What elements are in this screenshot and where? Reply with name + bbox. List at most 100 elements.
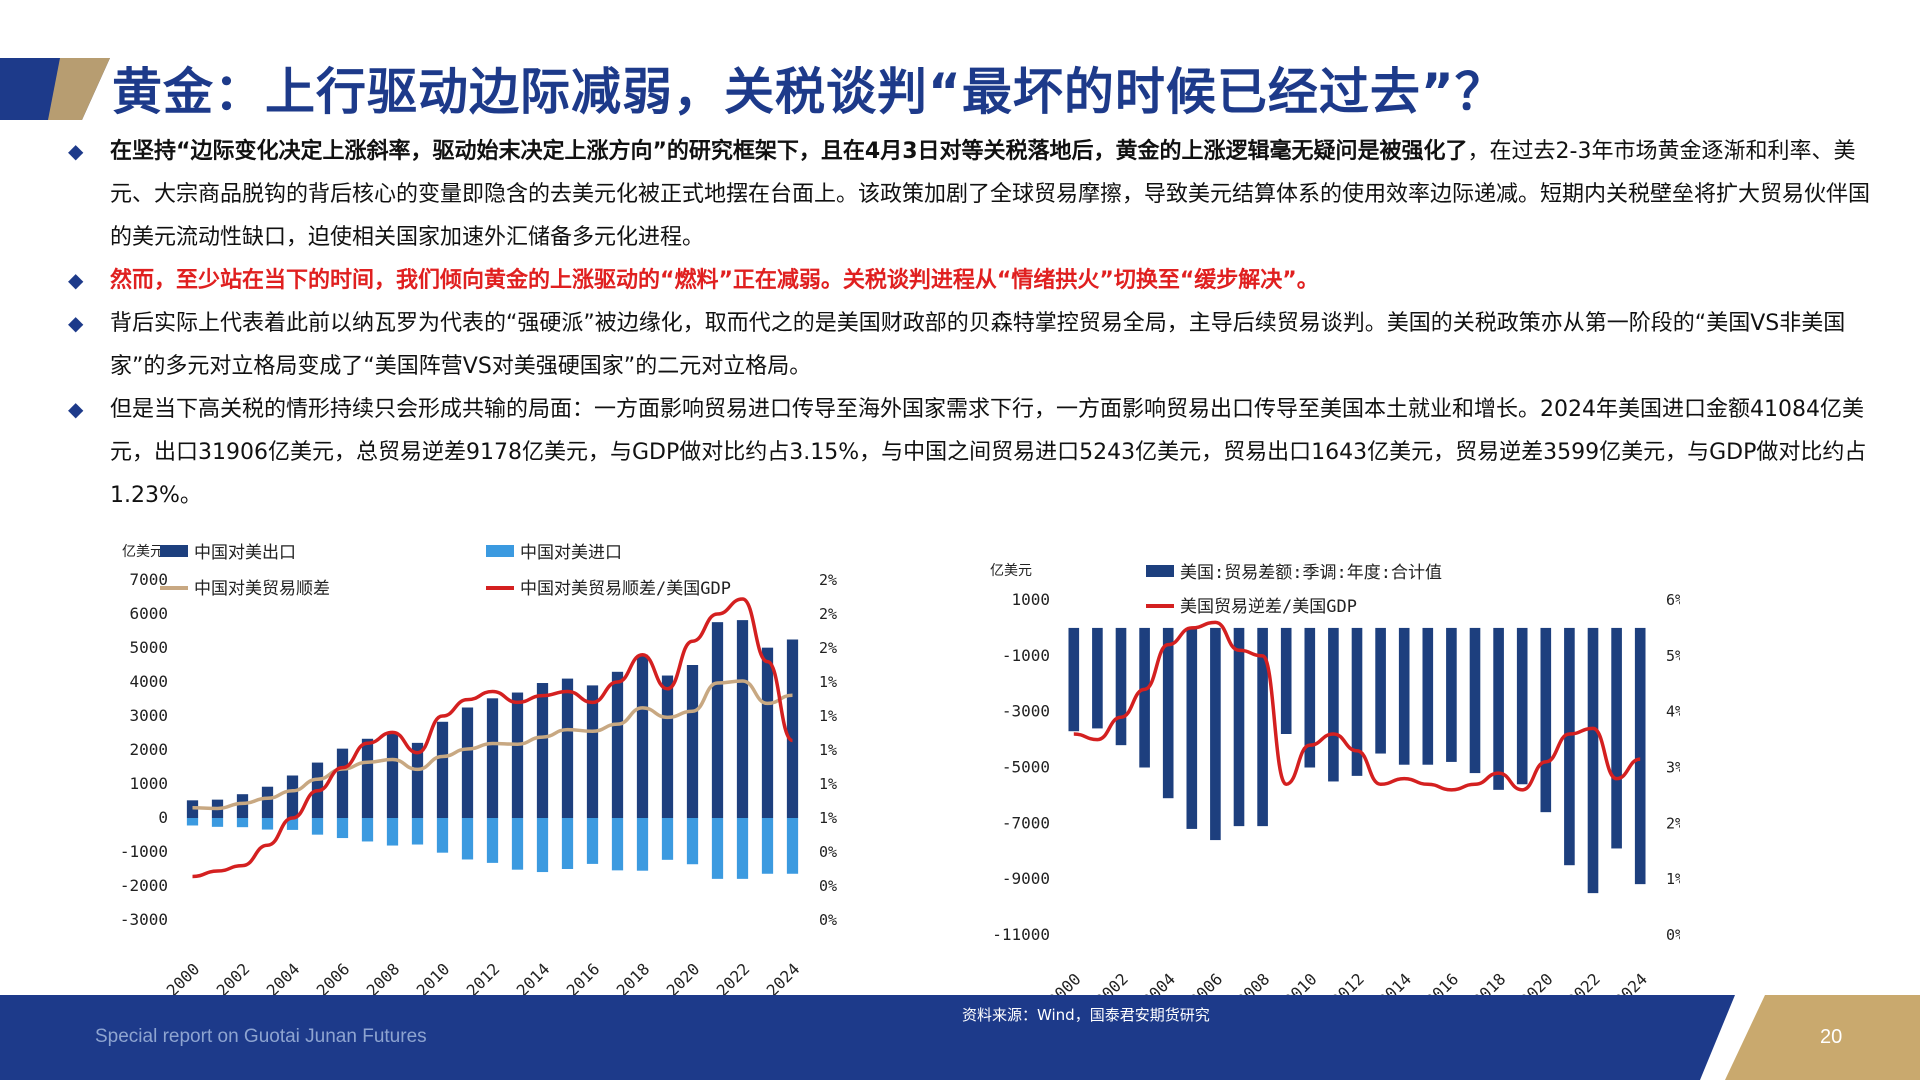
y2-tick-label: 0% [1666,926,1680,944]
y2-tick-label: 1% [819,775,837,793]
y-tick-label: -9000 [1002,869,1050,888]
y2-tick-label: 2% [819,639,837,657]
bar-1-0 [1186,627,1198,829]
bar-0-1 [261,818,274,830]
y2-tick-label: 0% [819,877,837,895]
legend-swatch [160,545,188,557]
y2-tick-label: 2% [819,605,837,623]
series-line-0-0 [192,679,793,811]
bar-1-0 [1634,627,1646,885]
x-tick-label: 2018 [613,959,654,1000]
y-tick-label: 2000 [129,740,168,759]
bar-0-1 [636,818,649,871]
bar-0-0 [536,683,549,818]
bar-1-0 [1375,627,1386,754]
footer-band [0,995,1920,1080]
y2-tick-label: 0% [819,911,837,929]
bar-1-0 [1422,627,1434,765]
y2-tick-label: 1% [819,707,837,725]
bullet-list: ◆ 在坚持“边际变化决定上涨斜率，驱动始末决定上涨方向”的研究框架下，且在4月3日… [64,130,1884,517]
x-tick-label: 2016 [563,959,604,1000]
y-tick-label: -3000 [1002,702,1050,721]
x-tick-label: 2006 [313,959,354,1000]
legend-label: 美国:贸易差额:季调:年度:合计值 [1180,563,1442,583]
y-tick-label: -7000 [1002,813,1050,832]
title-ornament [0,58,110,120]
diamond-bullet-icon: ◆ [68,311,84,335]
legend-swatch [1146,565,1174,577]
bar-0-0 [286,775,299,818]
y-tick-label: -1000 [120,842,168,861]
bar-0-1 [511,818,524,870]
x-tick-label: 2014 [513,959,554,1000]
y-tick-label: -11000 [992,925,1050,944]
x-tick-label: 2004 [263,959,304,1000]
bar-0-1 [311,818,324,835]
bar-1-0 [1092,627,1103,729]
y-tick-label: 0 [158,808,168,827]
bullet-text: 但是当下高关税的情形持续只会形成共输的局面：一方面影响贸易进口传导至海外国家需求… [110,397,1867,508]
bar-0-0 [436,721,449,818]
bar-1-0 [1115,627,1127,746]
bar-0-0 [486,698,499,818]
bar-0-1 [236,818,249,828]
y2-tick-label: 2% [819,571,837,589]
bar-0-1 [486,818,499,863]
bar-1-0 [1611,627,1622,849]
y-tick-label: 7000 [129,570,168,589]
bar-1-0 [1469,627,1481,774]
y2-tick-label: 3% [1666,759,1680,777]
legend-label: 中国对美贸易顺差/美国GDP [520,579,731,599]
footer-text: Special report on Guotai Junan Futures [95,1026,427,1047]
bar-0-0 [686,665,699,818]
series-line-0-1 [192,597,794,879]
bar-0-0 [236,794,249,818]
bullet-item: ◆ 在坚持“边际变化决定上涨斜率，驱动始末决定上涨方向”的研究框架下，且在4月3日… [64,130,1884,259]
bar-0-1 [411,818,424,845]
diamond-bullet-icon: ◆ [68,268,84,292]
bar-0-0 [761,647,774,818]
y-tick-label: 1000 [129,774,168,793]
bar-0-1 [186,818,199,826]
x-tick-label: 2012 [463,959,504,1000]
bar-0-1 [461,818,474,860]
legend-label: 美国贸易逆差/美国GDP [1180,597,1357,617]
bar-0-0 [386,731,399,818]
y2-tick-label: 1% [819,741,837,759]
y2-tick-label: 6% [1666,591,1680,609]
bar-0-0 [711,622,724,818]
bullet-item: ◆ 但是当下高关税的情形持续只会形成共输的局面：一方面影响贸易进口传导至海外国家需… [64,388,1884,517]
y2-tick-label: 4% [1666,703,1680,721]
bar-0-1 [386,818,399,846]
bullet-text: 然而，至少站在当下的时间，我们倾向黄金的上涨驱动的“燃料”正在减弱。关税谈判进程… [110,268,1319,293]
bar-0-1 [786,818,799,874]
series-line-1-0 [1073,620,1641,792]
bullet-item: ◆ 背后实际上代表着此前以纳瓦罗为代表的“强硬派”被边缘化，取而代之的是美国财政部… [64,302,1884,388]
page-number: 20 [1820,1026,1843,1048]
bar-1-0 [1587,627,1599,894]
bar-1-0 [1162,627,1174,799]
x-tick-label: 2002 [213,959,254,1000]
bar-0-0 [461,707,474,818]
x-tick-label: 2020 [663,959,704,1000]
y-tick-label: -3000 [120,910,168,929]
y-axis-unit: 亿美元 [990,563,1032,579]
y2-tick-label: 1% [819,809,837,827]
bar-0-0 [261,786,274,818]
bar-0-1 [536,818,549,873]
bar-1-0 [1257,627,1268,827]
data-source: 资料来源：Wind，国泰君安期货研究 [962,1006,1210,1024]
bar-0-1 [661,818,674,860]
bar-0-1 [736,818,749,879]
x-tick-label: 2000 [163,959,204,1000]
bar-0-0 [411,742,424,818]
y2-tick-label: 1% [1666,870,1680,888]
diamond-bullet-icon: ◆ [68,397,84,421]
bullet-item: ◆ 然而，至少站在当下的时间，我们倾向黄金的上涨驱动的“燃料”正在减弱。关税谈判进… [64,259,1884,302]
y2-tick-label: 5% [1666,647,1680,665]
bar-1-0 [1280,627,1292,734]
bar-0-1 [436,818,449,853]
bar-0-0 [736,620,749,818]
y-tick-label: 3000 [129,706,168,725]
bar-1-0 [1304,627,1316,768]
